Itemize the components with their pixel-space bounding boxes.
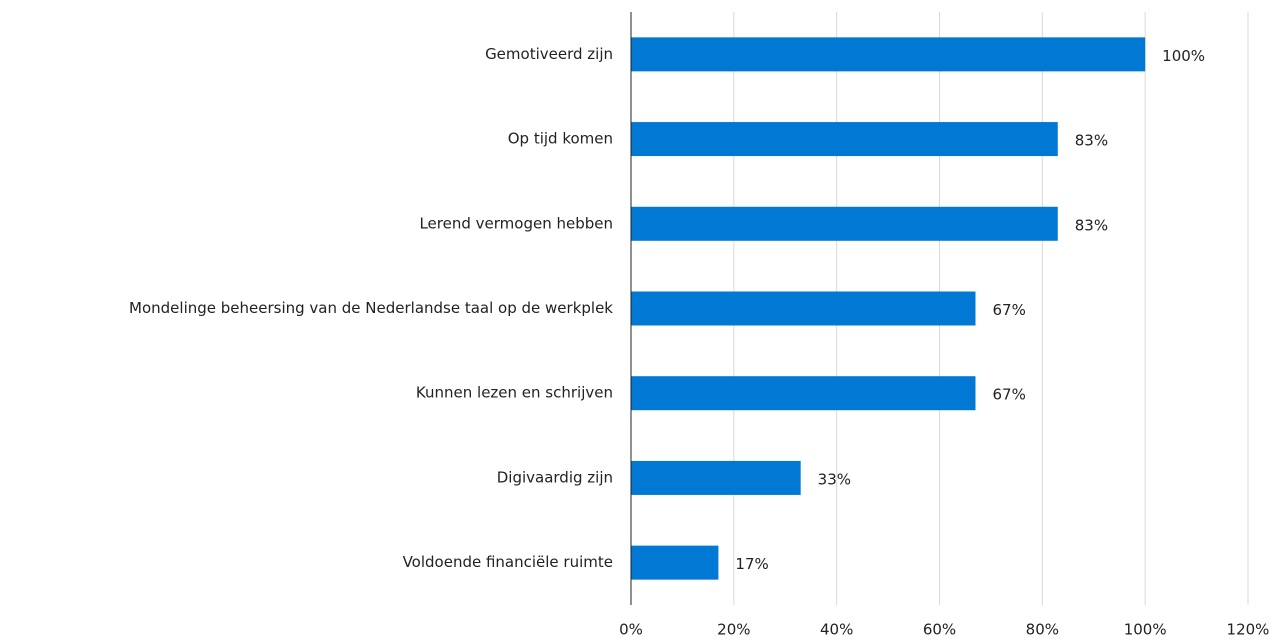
bar — [631, 291, 976, 326]
x-tick-label: 20% — [717, 621, 750, 639]
x-tick-label: 60% — [923, 621, 956, 639]
bar — [631, 376, 976, 411]
data-label: 67% — [992, 301, 1025, 319]
x-tick-label: 40% — [820, 621, 853, 639]
y-tick-label: Gemotiveerd zijn — [485, 45, 613, 63]
x-tick-label: 100% — [1124, 621, 1167, 639]
data-label: 83% — [1075, 216, 1108, 234]
x-tick-label: 120% — [1227, 621, 1270, 639]
data-label: 67% — [992, 386, 1025, 404]
y-tick-label: Lerend vermogen hebben — [419, 214, 613, 232]
data-label: 17% — [735, 555, 768, 573]
y-tick-label: Op tijd komen — [508, 130, 613, 148]
data-label: 83% — [1075, 132, 1108, 150]
x-tick-label: 80% — [1026, 621, 1059, 639]
data-label: 33% — [818, 470, 851, 488]
y-tick-label: Digivaardig zijn — [497, 468, 613, 486]
y-tick-label: Voldoende financiële ruimte — [403, 553, 613, 571]
bar — [631, 545, 719, 580]
bar — [631, 460, 801, 495]
bar — [631, 37, 1146, 72]
x-tick-label: 0% — [619, 621, 643, 639]
bar — [631, 122, 1058, 157]
bar — [631, 206, 1058, 241]
data-label: 100% — [1162, 47, 1205, 65]
y-tick-label: Mondelinge beheersing van de Nederlandse… — [129, 299, 613, 317]
y-tick-label: Kunnen lezen en schrijven — [416, 384, 613, 402]
